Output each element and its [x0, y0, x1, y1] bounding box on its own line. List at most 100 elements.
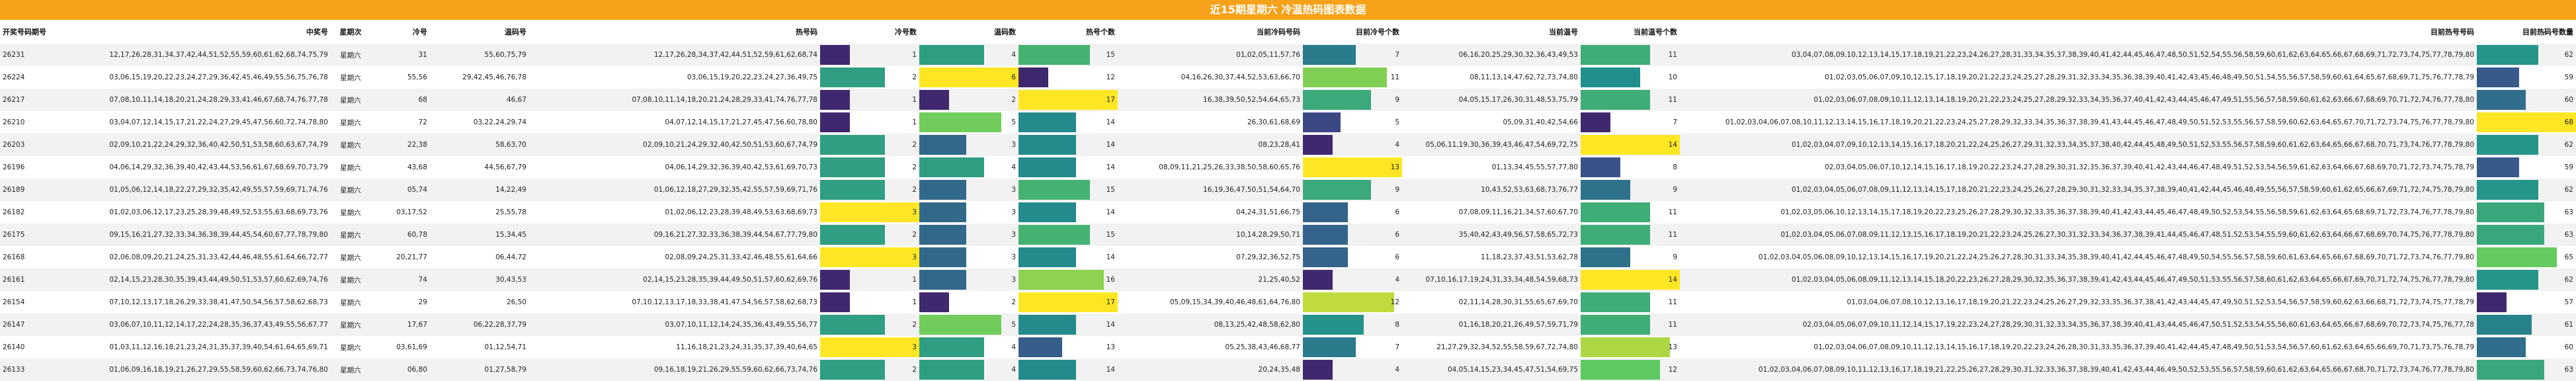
- table-row[interactable]: 26224 03,06,15,19,20,22,23,24,27,29,36,42…: [0, 66, 2576, 89]
- cell-cur-hot: 01,02,03,04,05,06,07,08,09,11,12,13,15,1…: [1680, 224, 2477, 246]
- col-header-weekday[interactable]: 星期次: [339, 28, 362, 36]
- cell-winning: 02,06,08,09,20,21,24,25,31,33,42,44,46,4…: [66, 246, 331, 269]
- count-bar: [1303, 90, 1372, 110]
- cell-cur-hot: 01,02,03,06,07,08,09,10,11,12,13,14,18,1…: [1680, 89, 2477, 111]
- col-header-warm-count[interactable]: 温码数: [994, 28, 1016, 36]
- count-bar: [820, 292, 850, 312]
- table-row[interactable]: 26217 07,08,10,11,14,18,20,21,24,28,29,33…: [0, 89, 2576, 111]
- cell-cur-hot: 01,02,03,04,05,06,08,09,10,12,13,14,15,1…: [1680, 246, 2477, 269]
- cell-period: 26154: [0, 291, 66, 314]
- col-header-cold-count[interactable]: 冷号数: [895, 28, 917, 36]
- col-header-cur-cold-count[interactable]: 目前冷号个数: [1356, 28, 1399, 36]
- count-value: 15: [1106, 51, 1115, 59]
- col-header-cur-hot[interactable]: 目前热号号码: [2431, 28, 2474, 36]
- col-header-cur-warm-count[interactable]: 当前温号个数: [1634, 28, 1677, 36]
- count-bar: [919, 90, 949, 110]
- cell-cold: 17,67: [370, 314, 430, 336]
- col-header-cold[interactable]: 冷号: [413, 28, 427, 36]
- count-value: 4: [1011, 163, 1016, 171]
- cell-warm-count: 3: [919, 201, 1018, 224]
- cell-cur-cold-count: 11: [1303, 66, 1402, 89]
- table-row[interactable]: 26210 03,04,07,12,14,15,17,21,22,24,27,29…: [0, 111, 2576, 134]
- table-row[interactable]: 26196 04,06,14,29,32,36,39,40,42,43,44,53…: [0, 156, 2576, 179]
- cell-cold: 72: [370, 111, 430, 134]
- cell-cur-cold-count: 8: [1303, 314, 1402, 336]
- col-header-winning[interactable]: 中奖号: [306, 28, 328, 36]
- count-bar: [820, 135, 885, 155]
- cell-cur-warm-count: 14: [1581, 134, 1680, 156]
- count-bar: [820, 90, 850, 110]
- count-bar: [1581, 180, 1630, 200]
- cell-warm-count: 6: [919, 66, 1018, 89]
- cell-cur-cold: 20,24,35,48: [1118, 359, 1303, 381]
- count-value: 14: [1106, 366, 1115, 374]
- cell-cold: 74: [370, 269, 430, 291]
- count-value: 14: [1106, 163, 1115, 171]
- col-header-hot-count[interactable]: 热号个数: [1086, 28, 1115, 36]
- count-bar: [1303, 247, 1349, 267]
- cell-cur-warm-count: 7: [1581, 111, 1680, 134]
- table-row[interactable]: 26154 07,10,12,13,17,18,26,29,33,38,41,47…: [0, 291, 2576, 314]
- count-value: 5: [1011, 321, 1016, 329]
- table-row[interactable]: 26133 01,06,09,16,18,19,21,26,27,29,55,58…: [0, 359, 2576, 381]
- cell-weekday: 星期六: [331, 66, 370, 89]
- cell-warm: 44,56,67,79: [430, 156, 529, 179]
- cell-cold-count: 2: [820, 134, 919, 156]
- cell-period: 26217: [0, 89, 66, 111]
- cell-cur-cold: 08,23,28,41: [1118, 134, 1303, 156]
- cell-cold-count: 2: [820, 66, 919, 89]
- table-row[interactable]: 26168 02,06,08,09,20,21,24,25,31,33,42,44…: [0, 246, 2576, 269]
- cell-cur-warm-count: 13: [1581, 336, 1680, 359]
- col-header-cur-warm[interactable]: 当前温号: [1549, 28, 1578, 36]
- cell-cur-hot-count: 63: [2477, 359, 2576, 381]
- cell-warm-count: 4: [919, 156, 1018, 179]
- count-bar: [820, 157, 885, 177]
- cell-cur-warm: 08,11,13,14,47,62,72,73,74,80: [1402, 66, 1581, 89]
- table-row[interactable]: 26189 01,05,06,12,14,18,22,27,29,32,35,42…: [0, 179, 2576, 201]
- table-row[interactable]: 26140 01,03,11,12,16,18,21,23,24,31,35,37…: [0, 336, 2576, 359]
- count-bar: [1018, 90, 1118, 110]
- count-value: 13: [1106, 343, 1115, 351]
- count-value: 62: [2564, 141, 2573, 149]
- cell-winning: 01,06,09,16,18,19,21,26,27,29,55,58,59,6…: [66, 359, 331, 381]
- cell-cur-cold-count: 6: [1303, 201, 1402, 224]
- count-bar: [820, 225, 885, 245]
- count-value: 63: [2564, 208, 2573, 216]
- count-value: 9: [1395, 96, 1399, 104]
- cell-cur-hot: 01,02,03,04,05,06,07,08,09,11,12,13,14,1…: [1680, 179, 2477, 201]
- count-value: 68: [2564, 118, 2573, 126]
- cell-cur-warm: 01,16,18,20,21,26,49,57,59,71,79: [1402, 314, 1581, 336]
- cell-winning: 03,06,15,19,20,22,23,24,27,29,36,42,45,4…: [66, 66, 331, 89]
- table-row[interactable]: 26182 01,02,03,06,12,17,23,25,28,39,48,49…: [0, 201, 2576, 224]
- cell-period: 26189: [0, 179, 66, 201]
- table-row[interactable]: 26231 12,17,26,28,31,34,37,42,44,51,52,55…: [0, 44, 2576, 66]
- cell-cur-warm-count: 10: [1581, 66, 1680, 89]
- cell-cold: 03,61,69: [370, 336, 430, 359]
- cell-cur-cold: 16,19,36,47,50,51,54,64,70: [1118, 179, 1303, 201]
- col-header-warm[interactable]: 温码号: [505, 28, 526, 36]
- cell-warm-count: 3: [919, 134, 1018, 156]
- cell-cur-hot: 03,04,07,08,09,10,12,13,14,15,17,18,19,2…: [1680, 44, 2477, 66]
- cell-period: 26182: [0, 201, 66, 224]
- cell-cold: 05,74: [370, 179, 430, 201]
- col-header-hot[interactable]: 热号码: [796, 28, 817, 36]
- table-row[interactable]: 26175 09,15,16,21,27,32,33,34,36,38,39,44…: [0, 224, 2576, 246]
- cell-cur-cold: 08,13,25,42,48,58,62,80: [1118, 314, 1303, 336]
- cell-warm: 06,44,72: [430, 246, 529, 269]
- cell-cold: 55,56: [370, 66, 430, 89]
- cell-cur-cold: 04,24,31,51,66,75: [1118, 201, 1303, 224]
- col-header-cur-cold[interactable]: 当前冷码号码: [1257, 28, 1300, 36]
- cell-cold-count: 3: [820, 201, 919, 224]
- table-row[interactable]: 26147 03,06,07,10,11,12,14,17,22,24,28,35…: [0, 314, 2576, 336]
- cell-weekday: 星期六: [331, 111, 370, 134]
- cell-hot-count: 14: [1018, 359, 1118, 381]
- table-row[interactable]: 26161 02,14,15,23,28,30,35,39,43,44,49,50…: [0, 269, 2576, 291]
- col-header-period[interactable]: 开奖号码期号: [3, 28, 46, 36]
- count-value: 2: [912, 366, 917, 374]
- count-value: 4: [1011, 343, 1016, 351]
- table-row[interactable]: 26203 02,09,10,21,22,24,29,32,36,40,42,50…: [0, 134, 2576, 156]
- cell-cur-warm: 21,27,29,32,34,52,55,58,59,67,72,74,80: [1402, 336, 1581, 359]
- count-bar: [1018, 315, 1076, 335]
- cell-cold: 68: [370, 89, 430, 111]
- col-header-cur-hot-count[interactable]: 目前热码号数量: [2522, 28, 2573, 36]
